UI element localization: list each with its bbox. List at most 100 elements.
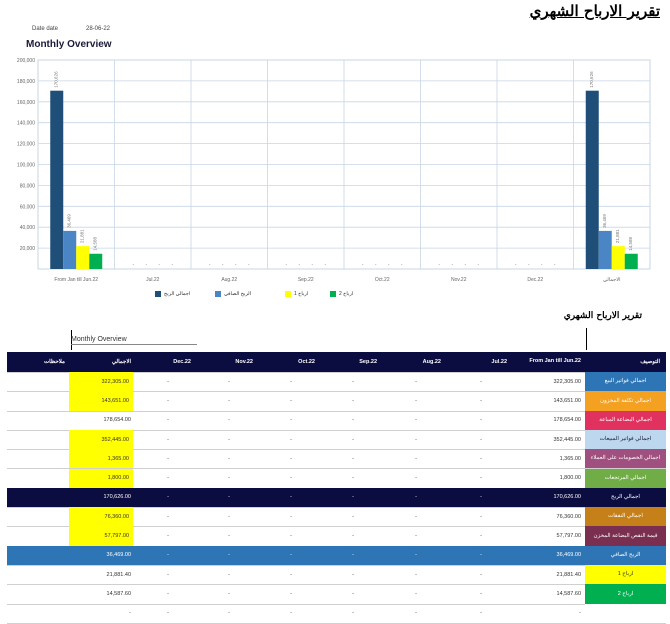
value-cell: 170,626.00 <box>553 494 581 501</box>
row-description: اجمالي المرتجعات <box>585 468 666 488</box>
value-cell: - <box>228 571 230 578</box>
legend-swatch <box>285 291 291 297</box>
bar-value-label: 14,588 <box>628 236 633 250</box>
zero-bar-marker <box>438 264 440 265</box>
zero-bar-marker <box>477 264 479 265</box>
column-header: Jul.22 <box>491 359 507 365</box>
total-cell: - <box>129 610 131 617</box>
column-header: التوصيف <box>640 358 660 365</box>
value-cell: - <box>167 513 169 520</box>
y-tick-label: 80,000 <box>20 183 36 189</box>
x-tick-label: Nov.22 <box>451 277 467 283</box>
value-cell: 21,881.40 <box>556 571 581 578</box>
value-cell: - <box>228 513 230 520</box>
table-row: -------- <box>7 603 666 624</box>
column-header: Aug.22 <box>422 359 441 365</box>
value-cell: - <box>480 378 482 385</box>
value-cell: - <box>228 533 230 540</box>
value-cell: - <box>228 590 230 597</box>
y-tick-label: 40,000 <box>20 225 36 231</box>
value-cell: - <box>352 494 354 501</box>
row-description: اجمالي فواتير البيع <box>585 372 666 392</box>
value-cell: - <box>167 436 169 443</box>
notes-cell <box>7 584 69 603</box>
value-cell: - <box>167 571 169 578</box>
bar <box>89 253 103 269</box>
zero-bar-marker <box>158 264 160 265</box>
table-row: 143,651.00 - - - - - - 143,651.00 اجمالي تكلفة ا… <box>7 391 666 412</box>
legend-label: اجمالي الربح <box>164 291 191 297</box>
value-cell: - <box>290 590 292 597</box>
value-cell: - <box>290 571 292 578</box>
value-cell: - <box>290 436 292 443</box>
bar <box>585 90 599 269</box>
value-cell: - <box>415 475 417 482</box>
value-cell: - <box>167 533 169 540</box>
value-cell: - <box>415 590 417 597</box>
value-cell: - <box>415 436 417 443</box>
zero-bar-marker <box>324 264 326 265</box>
value-cell: - <box>167 494 169 501</box>
value-cell: - <box>290 552 292 559</box>
bar <box>50 90 64 269</box>
zero-bar-marker <box>298 264 300 265</box>
value-cell: - <box>415 552 417 559</box>
bar-value-label: 36,469 <box>602 214 607 228</box>
bar <box>611 246 625 269</box>
zero-bar-marker <box>401 264 403 265</box>
value-cell: - <box>228 610 230 617</box>
zero-bar-marker <box>171 264 173 265</box>
y-tick-label: 20,000 <box>20 246 36 252</box>
value-cell: - <box>415 513 417 520</box>
value-cell: - <box>352 552 354 559</box>
value-cell: - <box>290 378 292 385</box>
value-cell: - <box>290 513 292 520</box>
legend-label: ارباح 2 <box>339 291 354 297</box>
x-tick-label: Dec.22 <box>527 277 543 283</box>
value-cell: - <box>290 533 292 540</box>
value-cell: - <box>228 378 230 385</box>
bar-value-label: 21,881 <box>80 229 85 243</box>
y-tick-label: 200,000 <box>17 58 35 64</box>
row-description: اجمالي الربح <box>585 487 666 508</box>
total-cell: 1,800.00 <box>69 468 133 488</box>
zero-bar-marker <box>145 264 147 265</box>
value-cell: - <box>352 513 354 520</box>
table-row: 1,365.00 - - - - - - 1,365.00 اجمالي الخصومات عل… <box>7 449 666 470</box>
total-cell: 36,469.00 <box>106 552 131 559</box>
x-tick-label: Oct.22 <box>375 277 390 283</box>
value-cell: 1,800.00 <box>559 475 581 482</box>
value-cell: - <box>167 397 169 404</box>
table-header-row: ملاحظات الاجمالي Dec.22 Nov.22 Oct.22 Sep.22 A… <box>7 352 666 373</box>
row-description: اجمالي البضاعة المباعة <box>585 410 666 430</box>
value-cell: - <box>167 552 169 559</box>
value-cell: - <box>167 475 169 482</box>
value-cell: - <box>415 494 417 501</box>
value-cell: - <box>352 475 354 482</box>
legend-swatch <box>215 291 221 297</box>
date-value: 28-06-22 <box>86 26 111 32</box>
zero-bar-marker <box>132 264 134 265</box>
x-tick-label: From Jan till Jun.22 <box>54 277 98 283</box>
value-cell: - <box>167 455 169 462</box>
zero-bar-marker <box>464 264 466 265</box>
zero-bar-marker <box>362 264 364 265</box>
value-cell: - <box>167 590 169 597</box>
value-cell: - <box>290 475 292 482</box>
notes-cell <box>7 526 69 545</box>
zero-bar-marker <box>528 264 530 265</box>
notes-cell <box>7 488 69 507</box>
y-tick-label: 160,000 <box>17 100 35 106</box>
row-description: اجمالي تكلفة المخزون <box>585 391 666 411</box>
value-cell: - <box>480 494 482 501</box>
notes-cell <box>7 391 69 410</box>
total-cell: 1,365.00 <box>69 449 133 469</box>
y-tick-label: 120,000 <box>17 142 35 148</box>
bar-value-label: 170,626 <box>54 71 59 88</box>
value-cell: 57,797.00 <box>556 533 581 540</box>
value-cell: - <box>352 590 354 597</box>
legend-label: الربح الصافي <box>224 291 252 297</box>
value-cell: - <box>352 455 354 462</box>
legend-item: الربح الصافي <box>215 291 251 297</box>
divider-line <box>586 328 587 350</box>
